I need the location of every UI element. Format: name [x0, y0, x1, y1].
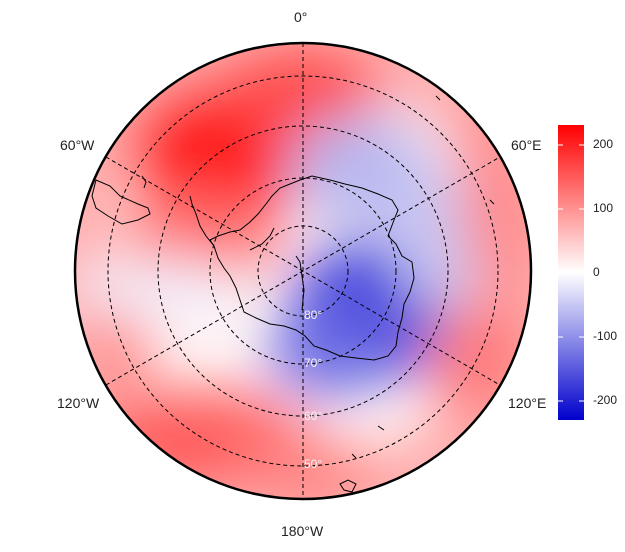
lon-label-0: 0° [294, 9, 308, 25]
anomaly-field [75, 43, 531, 499]
lon-label-60w: 60°W [60, 137, 95, 153]
coastline [91, 95, 495, 493]
lat-label-50: 50° [304, 457, 322, 471]
colorbar-tick-100: 100 [593, 201, 614, 215]
colorbar-tick-minus-100: -100 [593, 329, 618, 343]
map-boundary [73, 41, 533, 501]
lon-label-120e: 120°E [508, 395, 547, 411]
lon-label-120w: 120°W [57, 395, 100, 411]
lat-label-80: 80° [304, 308, 322, 322]
colorbar-tick-200: 200 [593, 137, 614, 151]
colorbar-tick-minus-200: -200 [593, 393, 618, 407]
lon-label-180w: 180°W [281, 523, 324, 539]
graticule [105, 43, 501, 499]
lon-label-60e: 60°E [511, 137, 542, 153]
lat-label-60: 60° [304, 409, 322, 423]
lat-label-70: 70° [304, 356, 322, 370]
colorbar [558, 125, 584, 420]
colorbar-tick-0: 0 [593, 265, 600, 279]
